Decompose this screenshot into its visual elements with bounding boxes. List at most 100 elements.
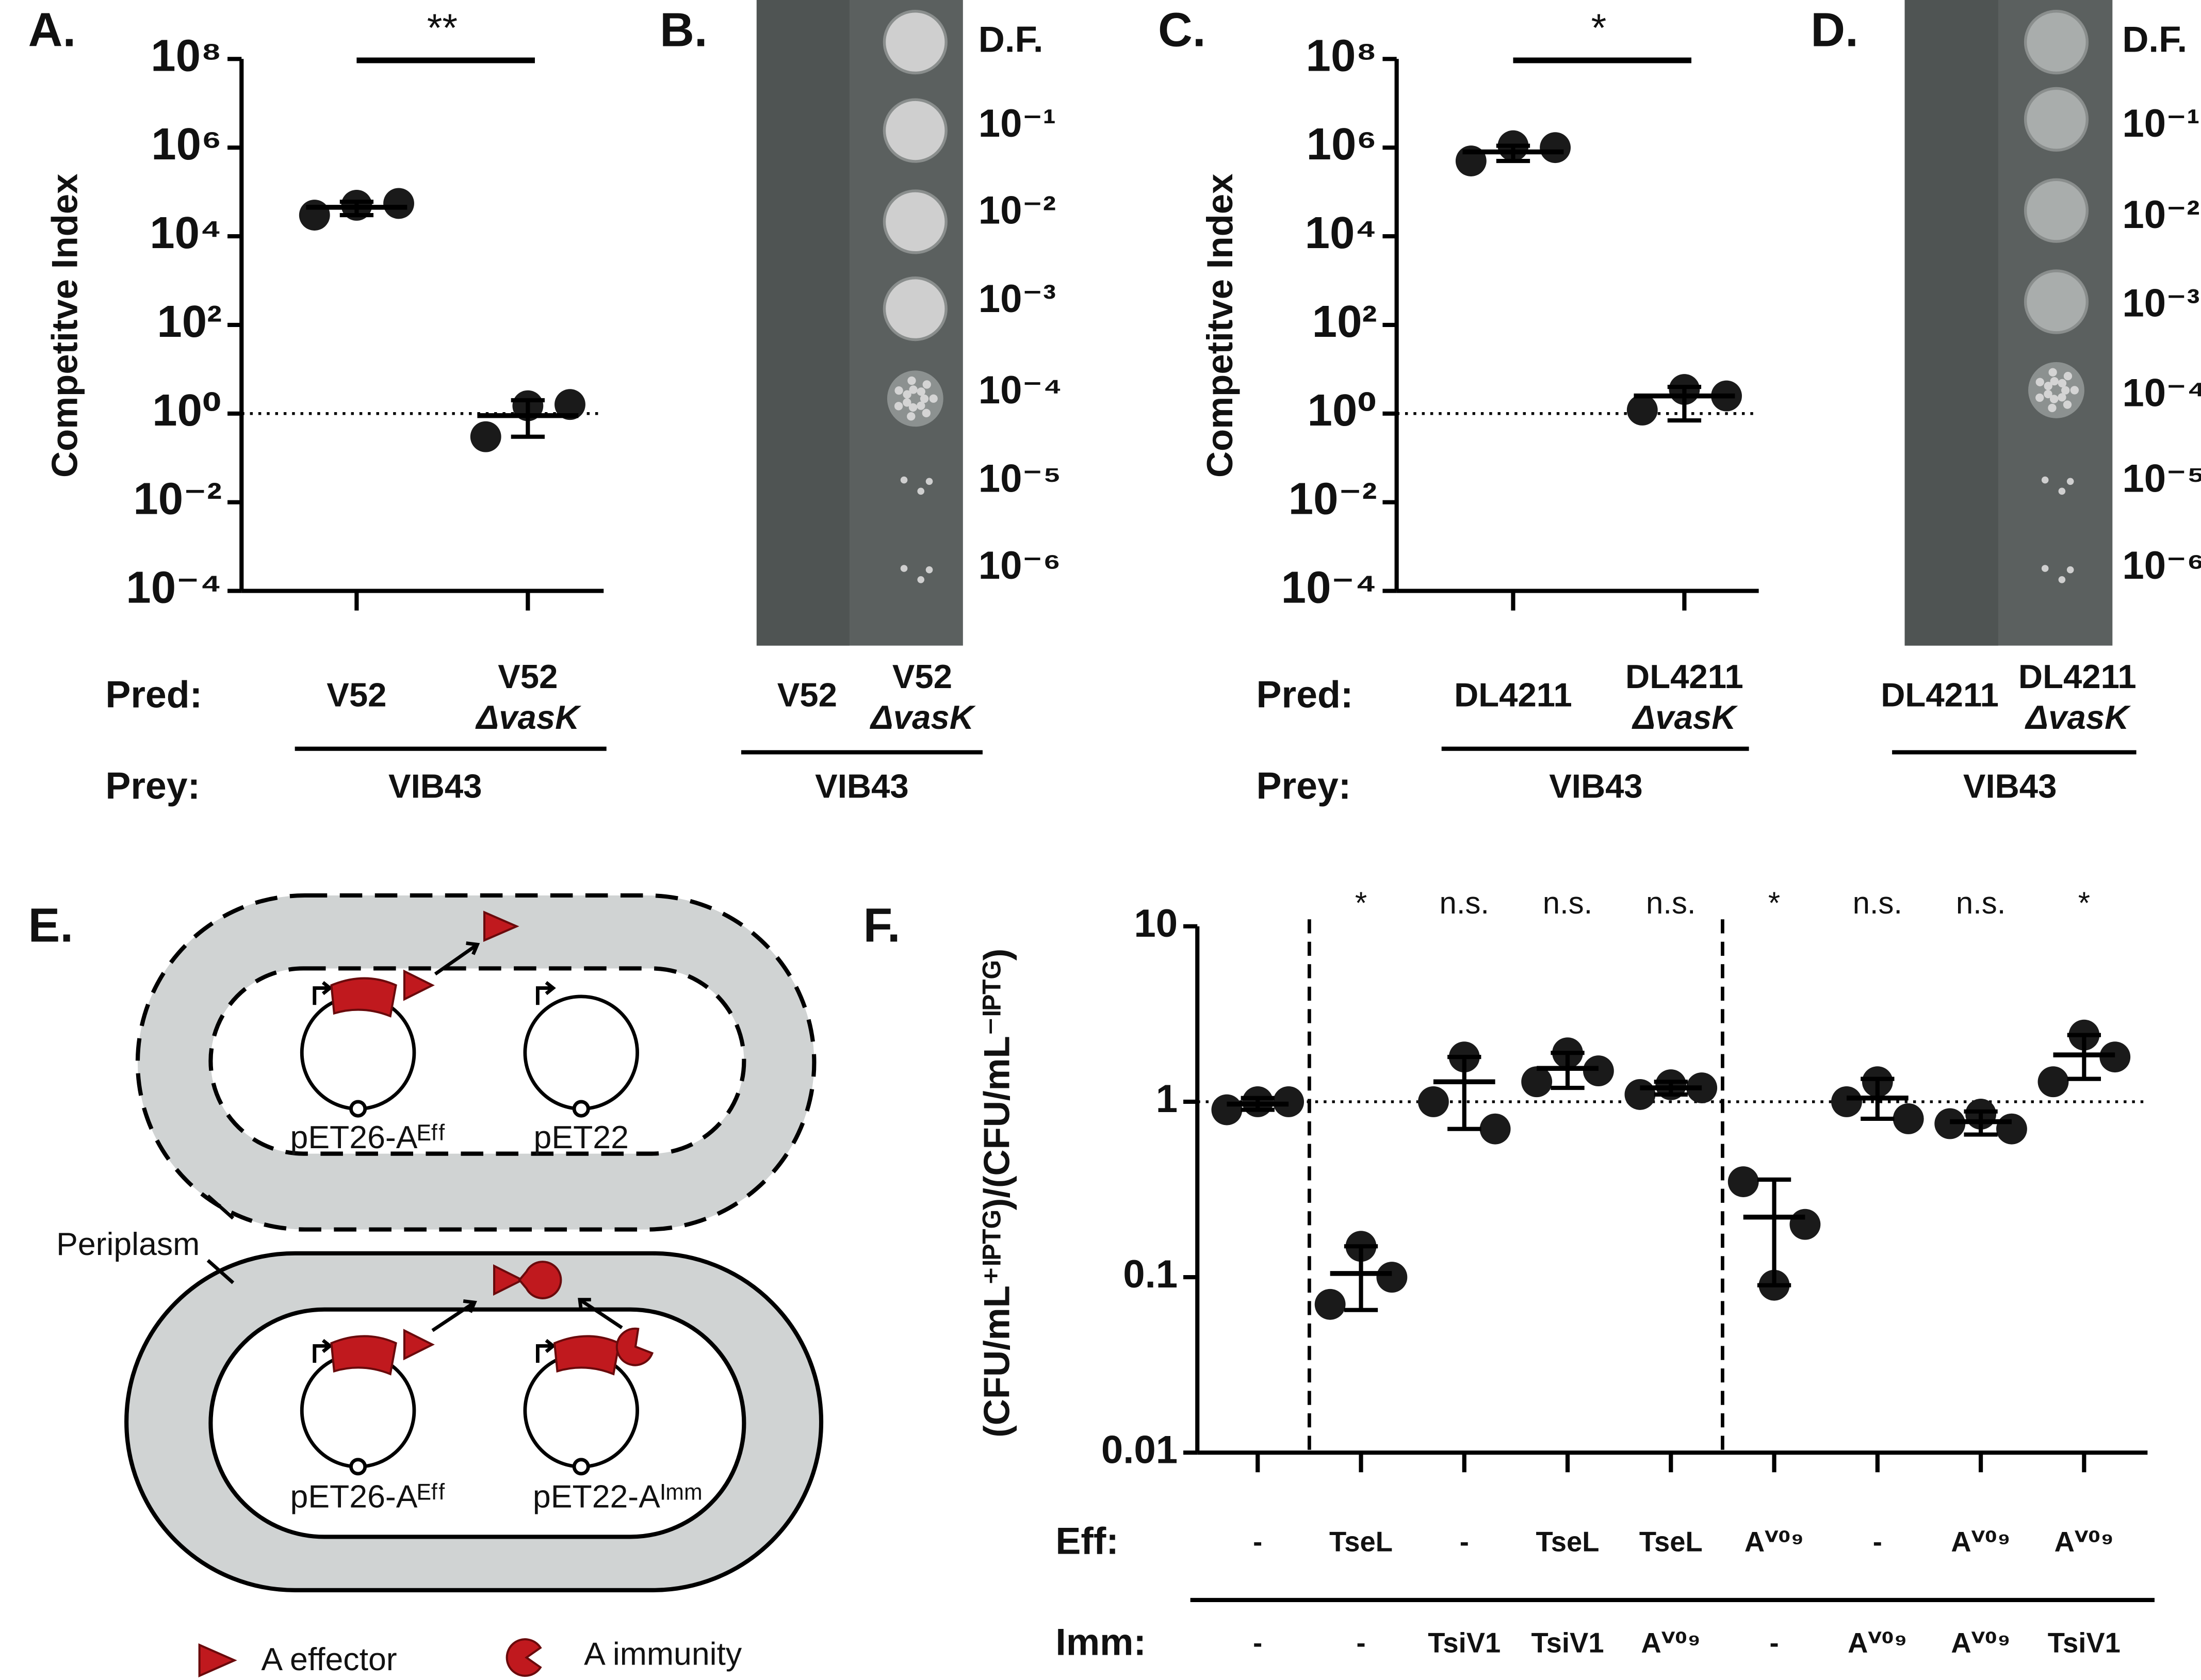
effector bbox=[483, 910, 519, 942]
point bbox=[1789, 1209, 1821, 1240]
category-label: - bbox=[1873, 1526, 1882, 1557]
y-tick-label: 10⁶ bbox=[151, 119, 222, 169]
immunity bbox=[518, 1261, 562, 1299]
colony bbox=[2035, 393, 2044, 402]
legend-label: A effector bbox=[261, 1641, 397, 1677]
category-label: TseL bbox=[1639, 1526, 1703, 1557]
point bbox=[1540, 132, 1571, 164]
y-tick-label: 10⁸ bbox=[1306, 30, 1377, 80]
dilution-label: 10⁻⁴ bbox=[979, 368, 1063, 412]
spot bbox=[2024, 10, 2089, 75]
point bbox=[1626, 395, 1658, 426]
colony bbox=[2048, 403, 2057, 413]
effector bbox=[403, 1329, 435, 1361]
point bbox=[1521, 1066, 1553, 1098]
significance: n.s. bbox=[1646, 886, 1695, 920]
colony bbox=[2058, 487, 2066, 495]
point bbox=[555, 389, 585, 420]
y-tick-label: 10⁻⁴ bbox=[1281, 563, 1377, 613]
spot bbox=[883, 189, 948, 254]
colony bbox=[922, 409, 931, 417]
legend-label: A immunity bbox=[584, 1636, 742, 1672]
gene bbox=[330, 977, 397, 1018]
arrow bbox=[578, 1298, 623, 1329]
spot bbox=[883, 276, 948, 341]
origin bbox=[349, 1100, 367, 1118]
diagram: E. bbox=[28, 893, 824, 1677]
category-label: Aⱽ⁰⁹ bbox=[1951, 1526, 2010, 1557]
arrow bbox=[434, 941, 480, 976]
point bbox=[1417, 1086, 1449, 1117]
spot bbox=[2024, 87, 2089, 152]
category-sublabel: ΔvasK bbox=[2024, 698, 2131, 736]
y-tick-label: 0.1 bbox=[1123, 1252, 1178, 1296]
y-tick-label: 10⁴ bbox=[1305, 208, 1377, 258]
category-label: V52 bbox=[892, 658, 952, 695]
plasmid-label: pET22 bbox=[534, 1119, 629, 1155]
row-label: Eff: bbox=[1055, 1519, 1118, 1562]
point bbox=[1831, 1086, 1862, 1117]
point bbox=[299, 200, 330, 231]
plate-shade bbox=[1904, 0, 1998, 646]
colony bbox=[917, 387, 925, 396]
point bbox=[470, 421, 501, 452]
panel-label: A. bbox=[28, 3, 76, 57]
colony bbox=[903, 398, 911, 407]
colony bbox=[909, 385, 918, 394]
colony bbox=[2041, 565, 2049, 572]
dilution-label: 10⁻³ bbox=[2122, 281, 2199, 325]
y-axis-label: (CFU/mL⁺ᴵᴾᵀᴳ)/(CFU/mL⁻ᴵᴾᵀᴳ) bbox=[976, 949, 1017, 1438]
colony bbox=[2063, 400, 2072, 409]
category-label: - bbox=[1253, 1526, 1262, 1557]
y-tick-label: 10⁴ bbox=[150, 208, 222, 258]
point bbox=[2099, 1041, 2131, 1073]
spot bbox=[2024, 178, 2089, 243]
row-label: Pred: bbox=[105, 673, 202, 716]
category-label: DL4211 bbox=[1625, 658, 1743, 695]
periplasm-label: Periplasm bbox=[56, 1226, 200, 1262]
colony bbox=[2044, 389, 2052, 399]
dilution-label: 10⁻² bbox=[2122, 193, 2199, 237]
y-tick-label: 10 bbox=[1134, 902, 1178, 945]
panel-label: B. bbox=[660, 3, 708, 57]
y-tick-label: 10⁰ bbox=[1308, 385, 1377, 435]
y-tick-label: 1 bbox=[1156, 1077, 1178, 1121]
colony bbox=[894, 386, 903, 395]
category-label: V52 bbox=[498, 658, 558, 695]
row-label: Prey: bbox=[105, 764, 200, 807]
colony bbox=[907, 412, 916, 421]
dilution-label: 10⁻¹ bbox=[2122, 102, 2199, 145]
panel-label: D. bbox=[1811, 3, 1858, 57]
row-label: Prey: bbox=[1257, 764, 1351, 807]
significance: ** bbox=[427, 6, 458, 50]
colony bbox=[2058, 379, 2067, 388]
colony bbox=[894, 402, 903, 411]
imm-label: - bbox=[1770, 1627, 1779, 1658]
colony bbox=[2058, 393, 2066, 402]
effector bbox=[403, 969, 435, 1001]
y-tick-label: 10⁰ bbox=[152, 385, 222, 435]
imm-label: TsiV1 bbox=[1531, 1627, 1604, 1658]
point bbox=[383, 188, 414, 219]
point bbox=[1624, 1079, 1656, 1110]
prey-label: VIB43 bbox=[815, 767, 908, 805]
y-tick-label: 10² bbox=[1312, 297, 1377, 347]
colony bbox=[2035, 378, 2044, 386]
colony bbox=[900, 476, 908, 484]
significance: n.s. bbox=[1543, 886, 1592, 920]
colony bbox=[900, 565, 908, 572]
dilution-label: 10⁻² bbox=[979, 189, 1056, 233]
colony bbox=[907, 376, 916, 385]
spot bbox=[2024, 269, 2089, 334]
imm-label: - bbox=[1356, 1627, 1365, 1658]
panel-label: C. bbox=[1158, 3, 1206, 57]
plasmid-label: pET26-Aᴱᶠᶠ bbox=[290, 1479, 446, 1515]
point bbox=[1893, 1103, 1924, 1134]
colony bbox=[2050, 395, 2059, 403]
category-label: V52 bbox=[327, 676, 386, 714]
category-label: TseL bbox=[1536, 1526, 1600, 1557]
gene bbox=[330, 1335, 397, 1376]
significance: n.s. bbox=[1440, 886, 1489, 920]
panel-label: F. bbox=[863, 899, 901, 952]
